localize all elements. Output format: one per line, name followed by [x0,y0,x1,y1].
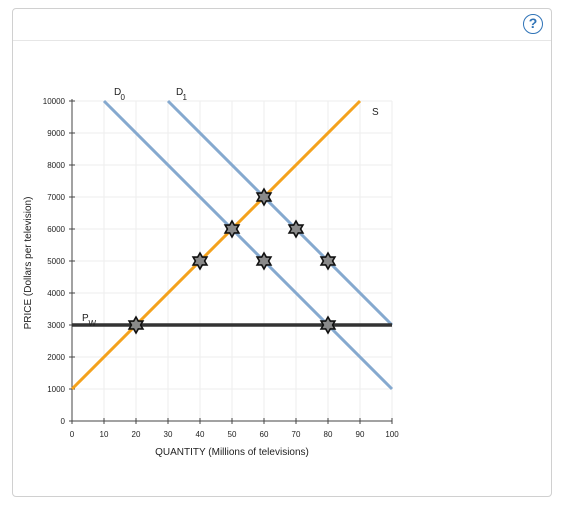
y-tick-label: 0 [61,417,66,426]
x-tick-label: 80 [324,430,333,439]
y-tick-label: 6000 [47,225,65,234]
y-tick-label: 8000 [47,161,65,170]
grid [72,100,393,421]
panel-header: ? [13,9,551,41]
star-marker [223,219,241,239]
curve-label-s: S [372,107,379,118]
y-tick-label: 10000 [43,97,66,106]
x-tick-label: 40 [196,430,205,439]
star-marker [319,251,337,271]
series-line-d0 [102,99,394,391]
y-tick-label: 9000 [47,129,65,138]
series-line-d1 [166,99,394,327]
help-button[interactable]: ? [523,14,543,34]
curve-label-d1: D [176,87,183,98]
star-marker [255,251,273,271]
curve-label-d0: D [114,87,121,98]
x-tick-label: 100 [385,430,399,439]
series-line-s [70,99,362,391]
y-tick-label: 1000 [47,385,65,394]
x-tick-label: 0 [70,430,75,439]
markers [127,187,337,335]
y-tick-label: 7000 [47,193,65,202]
star-marker [319,315,337,335]
star-marker [255,187,273,207]
y-tick-label: 2000 [47,353,65,362]
y-tick-label: 3000 [47,321,65,330]
y-tick-label: 5000 [47,257,65,266]
star-marker [191,251,209,271]
curve-subscript: 0 [121,93,126,102]
y-axis-title: PRICE (Dollars per television) [23,197,34,330]
star-marker [127,315,145,335]
curve-subscript: W [89,319,97,328]
curve-subscript: 1 [183,93,188,102]
labels: D 0 D 1SP W [82,87,379,328]
x-tick-label: 90 [356,430,365,439]
x-axis-title: QUANTITY (Millions of televisions) [155,447,309,458]
curve-label-pw: P [82,313,89,324]
question-panel: ? [12,8,552,497]
x-tick-label: 20 [132,430,141,439]
x-tick-label: 10 [100,430,109,439]
star-marker [287,219,305,239]
x-tick-label: 30 [164,430,173,439]
x-tick-label: 70 [292,430,301,439]
axes: 0 10 20 30 40 50 60 70 80 90 100010002000300040005… [23,97,399,458]
y-tick-label: 4000 [47,289,65,298]
series [70,99,394,391]
x-tick-label: 60 [260,430,269,439]
x-tick-label: 50 [228,430,237,439]
